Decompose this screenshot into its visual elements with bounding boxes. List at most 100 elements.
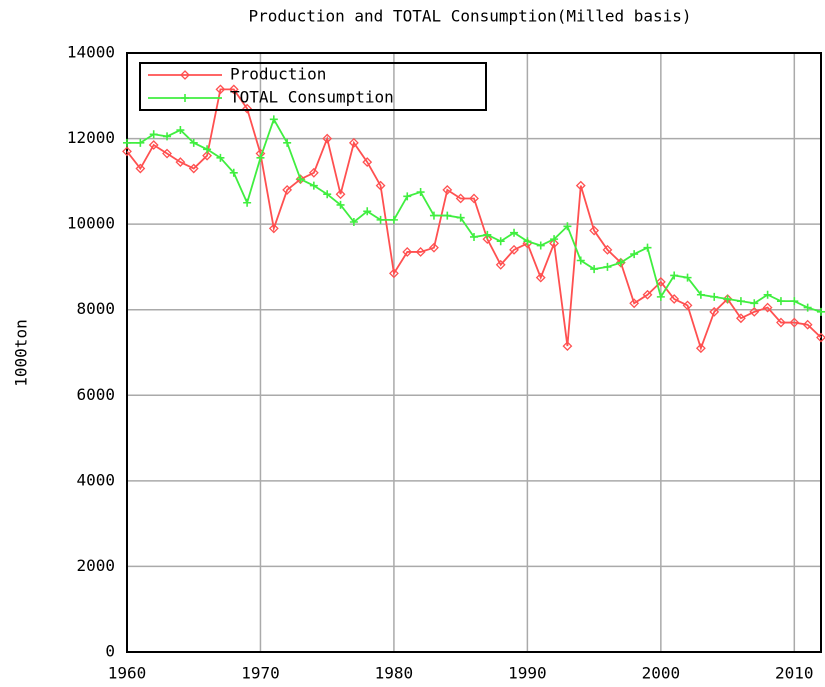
series-line: [126, 88, 822, 352]
x-tick-label: 1970: [241, 664, 280, 683]
data-point: [482, 234, 493, 245]
data-point: [603, 262, 612, 271]
data-point: [403, 192, 412, 201]
data-point: [135, 163, 146, 174]
y-tick-label: 0: [105, 642, 115, 661]
data-point: [296, 175, 305, 184]
data-point: [749, 306, 760, 317]
data-point: [455, 193, 466, 204]
legend-marker: [181, 94, 189, 102]
data-point: [817, 307, 825, 316]
y-tick-label: 4000: [76, 470, 115, 489]
data-point: [629, 298, 640, 309]
data-point: [642, 289, 653, 300]
legend-box: [139, 62, 487, 111]
y-tick-label: 6000: [76, 385, 115, 404]
data-point: [349, 218, 358, 227]
data-point: [429, 242, 439, 253]
data-point: [496, 237, 505, 246]
data-point: [723, 295, 732, 304]
x-tick-label: 1980: [375, 664, 414, 683]
data-point: [309, 181, 318, 190]
y-tick-label: 14000: [67, 43, 115, 62]
y-tick-label: 2000: [76, 556, 115, 575]
data-point: [602, 244, 613, 255]
data-point: [323, 190, 332, 199]
x-tick-label: 1990: [508, 664, 547, 683]
data-point: [308, 167, 319, 178]
y-tick-label: 10000: [67, 214, 115, 233]
y-tick-label: 8000: [76, 299, 115, 318]
data-point: [576, 256, 585, 265]
data-point: [282, 184, 293, 195]
y-tick-label: 12000: [67, 128, 115, 147]
data-point: [630, 250, 639, 259]
data-point: [216, 153, 225, 162]
data-point: [336, 200, 345, 209]
data-point: [148, 140, 159, 150]
data-point: [776, 317, 786, 328]
data-point: [122, 146, 132, 157]
data-point: [176, 126, 185, 135]
data-point: [750, 299, 759, 308]
data-point: [335, 189, 346, 200]
data-point: [803, 303, 812, 312]
data-point: [789, 317, 800, 328]
data-point: [670, 271, 679, 280]
data-point: [762, 302, 773, 313]
data-point: [203, 145, 212, 154]
data-point: [283, 138, 292, 147]
data-point: [269, 115, 278, 124]
data-point: [215, 84, 226, 95]
data-point: [162, 148, 172, 159]
data-point: [562, 341, 573, 352]
data-point: [483, 230, 492, 239]
data-point: [348, 137, 359, 148]
data-point: [816, 332, 825, 343]
data-point: [523, 237, 532, 246]
data-point: [495, 259, 506, 270]
x-tick-label: 1960: [108, 664, 147, 683]
data-point: [590, 265, 599, 274]
data-point: [416, 188, 425, 197]
data-point: [136, 138, 145, 147]
data-point: [683, 273, 692, 282]
data-point: [228, 84, 239, 95]
data-point: [509, 244, 519, 255]
data-point: [402, 247, 413, 257]
data-point: [470, 232, 478, 241]
data-point: [710, 292, 719, 301]
data-point: [510, 228, 519, 237]
data-point: [790, 297, 799, 306]
data-point: [243, 198, 252, 207]
data-point: [656, 292, 665, 301]
data-point: [616, 258, 625, 267]
data-point: [709, 306, 720, 317]
data-point: [736, 313, 746, 324]
x-tick-label: 2000: [642, 664, 681, 683]
data-point: [589, 225, 600, 236]
data-point: [429, 211, 438, 220]
data-point: [229, 168, 238, 177]
data-point: [163, 132, 172, 141]
data-point: [189, 138, 198, 147]
data-point: [295, 174, 306, 185]
chart-title: Production and TOTAL Consumption(Milled …: [248, 7, 691, 26]
data-point: [362, 157, 373, 168]
data-point: [268, 223, 279, 234]
data-point: [322, 133, 333, 144]
data-point: [563, 222, 572, 231]
data-point: [389, 215, 398, 224]
data-point: [188, 163, 199, 174]
data-point: [695, 343, 706, 354]
legend-label: Production: [230, 65, 326, 84]
data-point: [736, 297, 745, 306]
data-point: [575, 180, 586, 191]
data-point: [443, 211, 452, 220]
data-point: [469, 193, 479, 204]
data-point: [375, 180, 386, 191]
data-point: [389, 268, 399, 279]
y-axis-label: 1000ton: [12, 319, 31, 386]
